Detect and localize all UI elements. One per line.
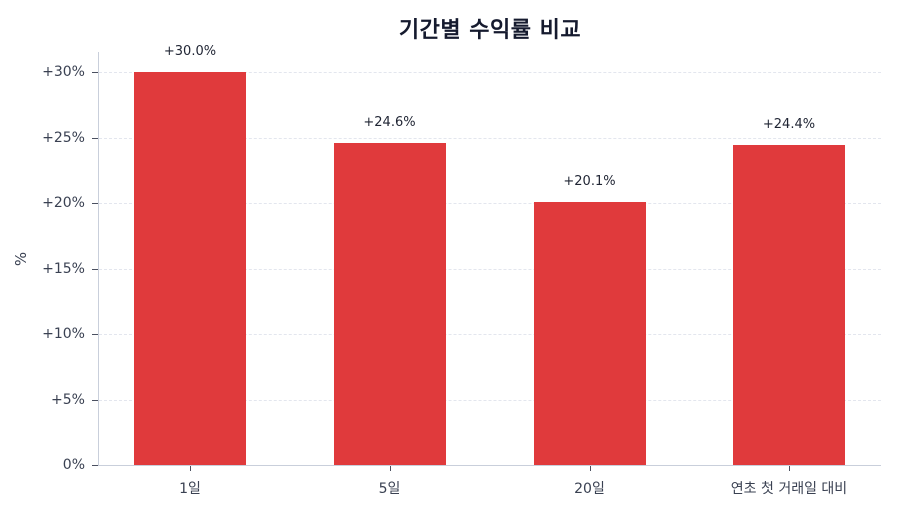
x-tick <box>590 466 591 471</box>
x-tick-label: 1일 <box>179 481 201 497</box>
gridline <box>99 138 881 139</box>
y-tick-label: +25% <box>42 130 85 146</box>
x-axis-line <box>98 465 881 466</box>
x-tick-label: 20일 <box>574 481 605 497</box>
bar-value-label: +20.1% <box>563 173 616 189</box>
gridline <box>99 334 881 335</box>
y-tick <box>92 465 98 466</box>
bar[interactable] <box>134 72 246 465</box>
chart-title: 기간별 수익률 비교 <box>398 18 582 43</box>
x-tick-label: 5일 <box>378 481 401 497</box>
y-tick-label: +30% <box>42 64 85 80</box>
bar-value-label: +24.6% <box>363 114 416 130</box>
x-tick <box>789 466 790 471</box>
y-tick-label: +10% <box>42 326 85 342</box>
bar[interactable] <box>333 142 446 465</box>
y-axis-line <box>98 52 99 466</box>
y-tick-label: +15% <box>42 261 85 277</box>
y-tick <box>92 203 98 204</box>
y-tick <box>92 72 98 73</box>
y-tick <box>92 334 98 335</box>
y-tick-label: +5% <box>51 392 85 408</box>
gridline <box>99 269 881 270</box>
bar-value-label: +30.0% <box>163 44 217 59</box>
x-tick <box>390 466 391 471</box>
y-tick <box>92 400 98 401</box>
gridline <box>99 72 881 73</box>
bar[interactable] <box>733 145 845 465</box>
x-tick <box>190 466 191 471</box>
bar-value-label: +24.4% <box>762 117 816 133</box>
gridline <box>99 203 881 204</box>
y-tick-label: +20% <box>42 195 85 211</box>
y-tick <box>92 138 98 139</box>
bar[interactable] <box>533 201 646 465</box>
x-tick-label: 연초 첫 거래일 대비 <box>730 481 848 497</box>
y-tick-label: 0% <box>62 457 85 473</box>
y-tick <box>92 269 98 270</box>
gridline <box>99 400 881 401</box>
